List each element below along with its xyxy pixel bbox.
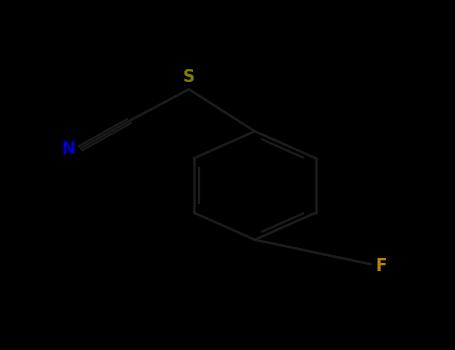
- Text: S: S: [183, 68, 195, 86]
- Text: F: F: [375, 257, 387, 275]
- Text: N: N: [61, 140, 75, 158]
